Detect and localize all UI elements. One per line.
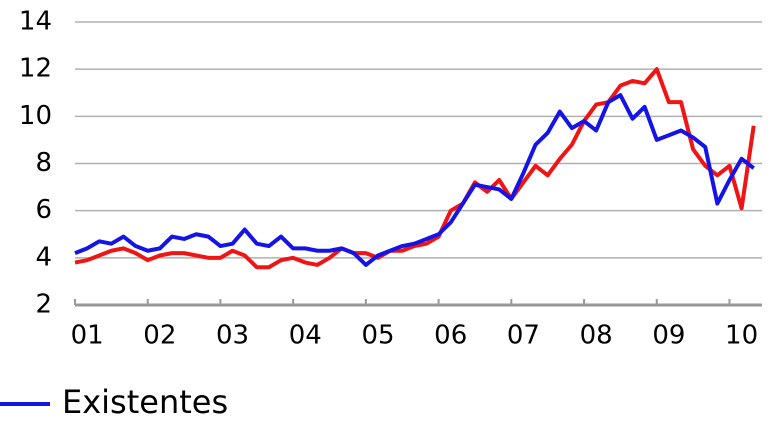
x-tick-label: 09	[652, 321, 685, 351]
y-tick-label: 2	[35, 290, 52, 320]
x-tick-label: 06	[434, 321, 467, 351]
x-tick-label: 10	[725, 321, 758, 351]
y-tick-label: 4	[35, 242, 52, 272]
y-tick-label: 14	[19, 7, 52, 37]
y-tick-label: 8	[35, 148, 52, 178]
series-line	[74, 67, 756, 270]
y-tick-label: 6	[35, 195, 52, 225]
x-tick-label: 01	[71, 321, 104, 351]
x-tick-label: 08	[580, 321, 613, 351]
legend-label: Existentes	[62, 383, 228, 420]
y-tick-label: 10	[19, 101, 52, 131]
x-tick-label: 05	[361, 321, 394, 351]
x-tick-label: 04	[289, 321, 322, 351]
x-tick-label: 07	[507, 321, 540, 351]
x-tick-label: 03	[216, 321, 249, 351]
y-tick-label: 12	[19, 54, 52, 84]
x-tick-label: 02	[143, 321, 176, 351]
series-line	[74, 93, 755, 267]
